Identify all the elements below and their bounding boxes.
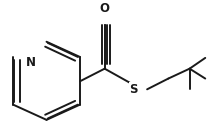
Text: O: O xyxy=(100,2,110,15)
Text: N: N xyxy=(26,56,36,69)
Text: S: S xyxy=(129,83,138,96)
